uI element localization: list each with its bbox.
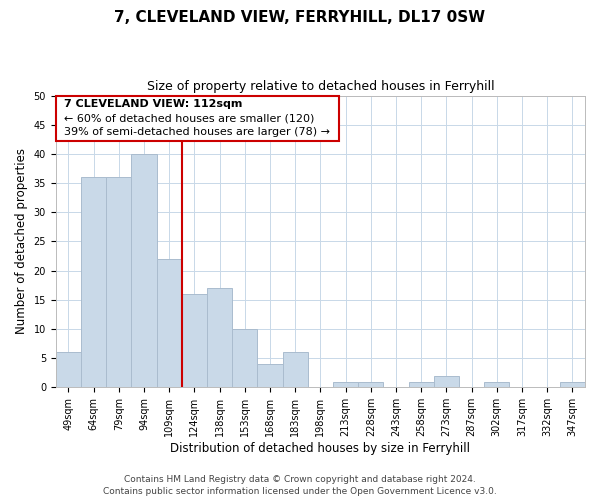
Bar [131,154,157,388]
Bar [106,178,131,388]
Bar [257,364,283,388]
Bar [484,382,509,388]
Text: ← 60% of detached houses are smaller (120): ← 60% of detached houses are smaller (12… [64,113,314,123]
Bar [182,294,207,388]
Bar [81,178,106,388]
Title: Size of property relative to detached houses in Ferryhill: Size of property relative to detached ho… [146,80,494,93]
Text: Contains HM Land Registry data © Crown copyright and database right 2024.: Contains HM Land Registry data © Crown c… [124,475,476,484]
Bar [358,382,383,388]
Y-axis label: Number of detached properties: Number of detached properties [15,148,28,334]
Bar [283,352,308,388]
Bar [409,382,434,388]
Bar [560,382,585,388]
Text: 39% of semi-detached houses are larger (78) →: 39% of semi-detached houses are larger (… [64,127,330,137]
Bar [56,352,81,388]
Bar [434,376,459,388]
Text: 7, CLEVELAND VIEW, FERRYHILL, DL17 0SW: 7, CLEVELAND VIEW, FERRYHILL, DL17 0SW [115,10,485,25]
Bar [207,288,232,388]
Bar [157,259,182,388]
Bar [232,329,257,388]
FancyBboxPatch shape [56,96,339,141]
Text: Contains public sector information licensed under the Open Government Licence v3: Contains public sector information licen… [103,487,497,496]
X-axis label: Distribution of detached houses by size in Ferryhill: Distribution of detached houses by size … [170,442,470,455]
Text: 7 CLEVELAND VIEW: 112sqm: 7 CLEVELAND VIEW: 112sqm [64,99,242,109]
Bar [333,382,358,388]
